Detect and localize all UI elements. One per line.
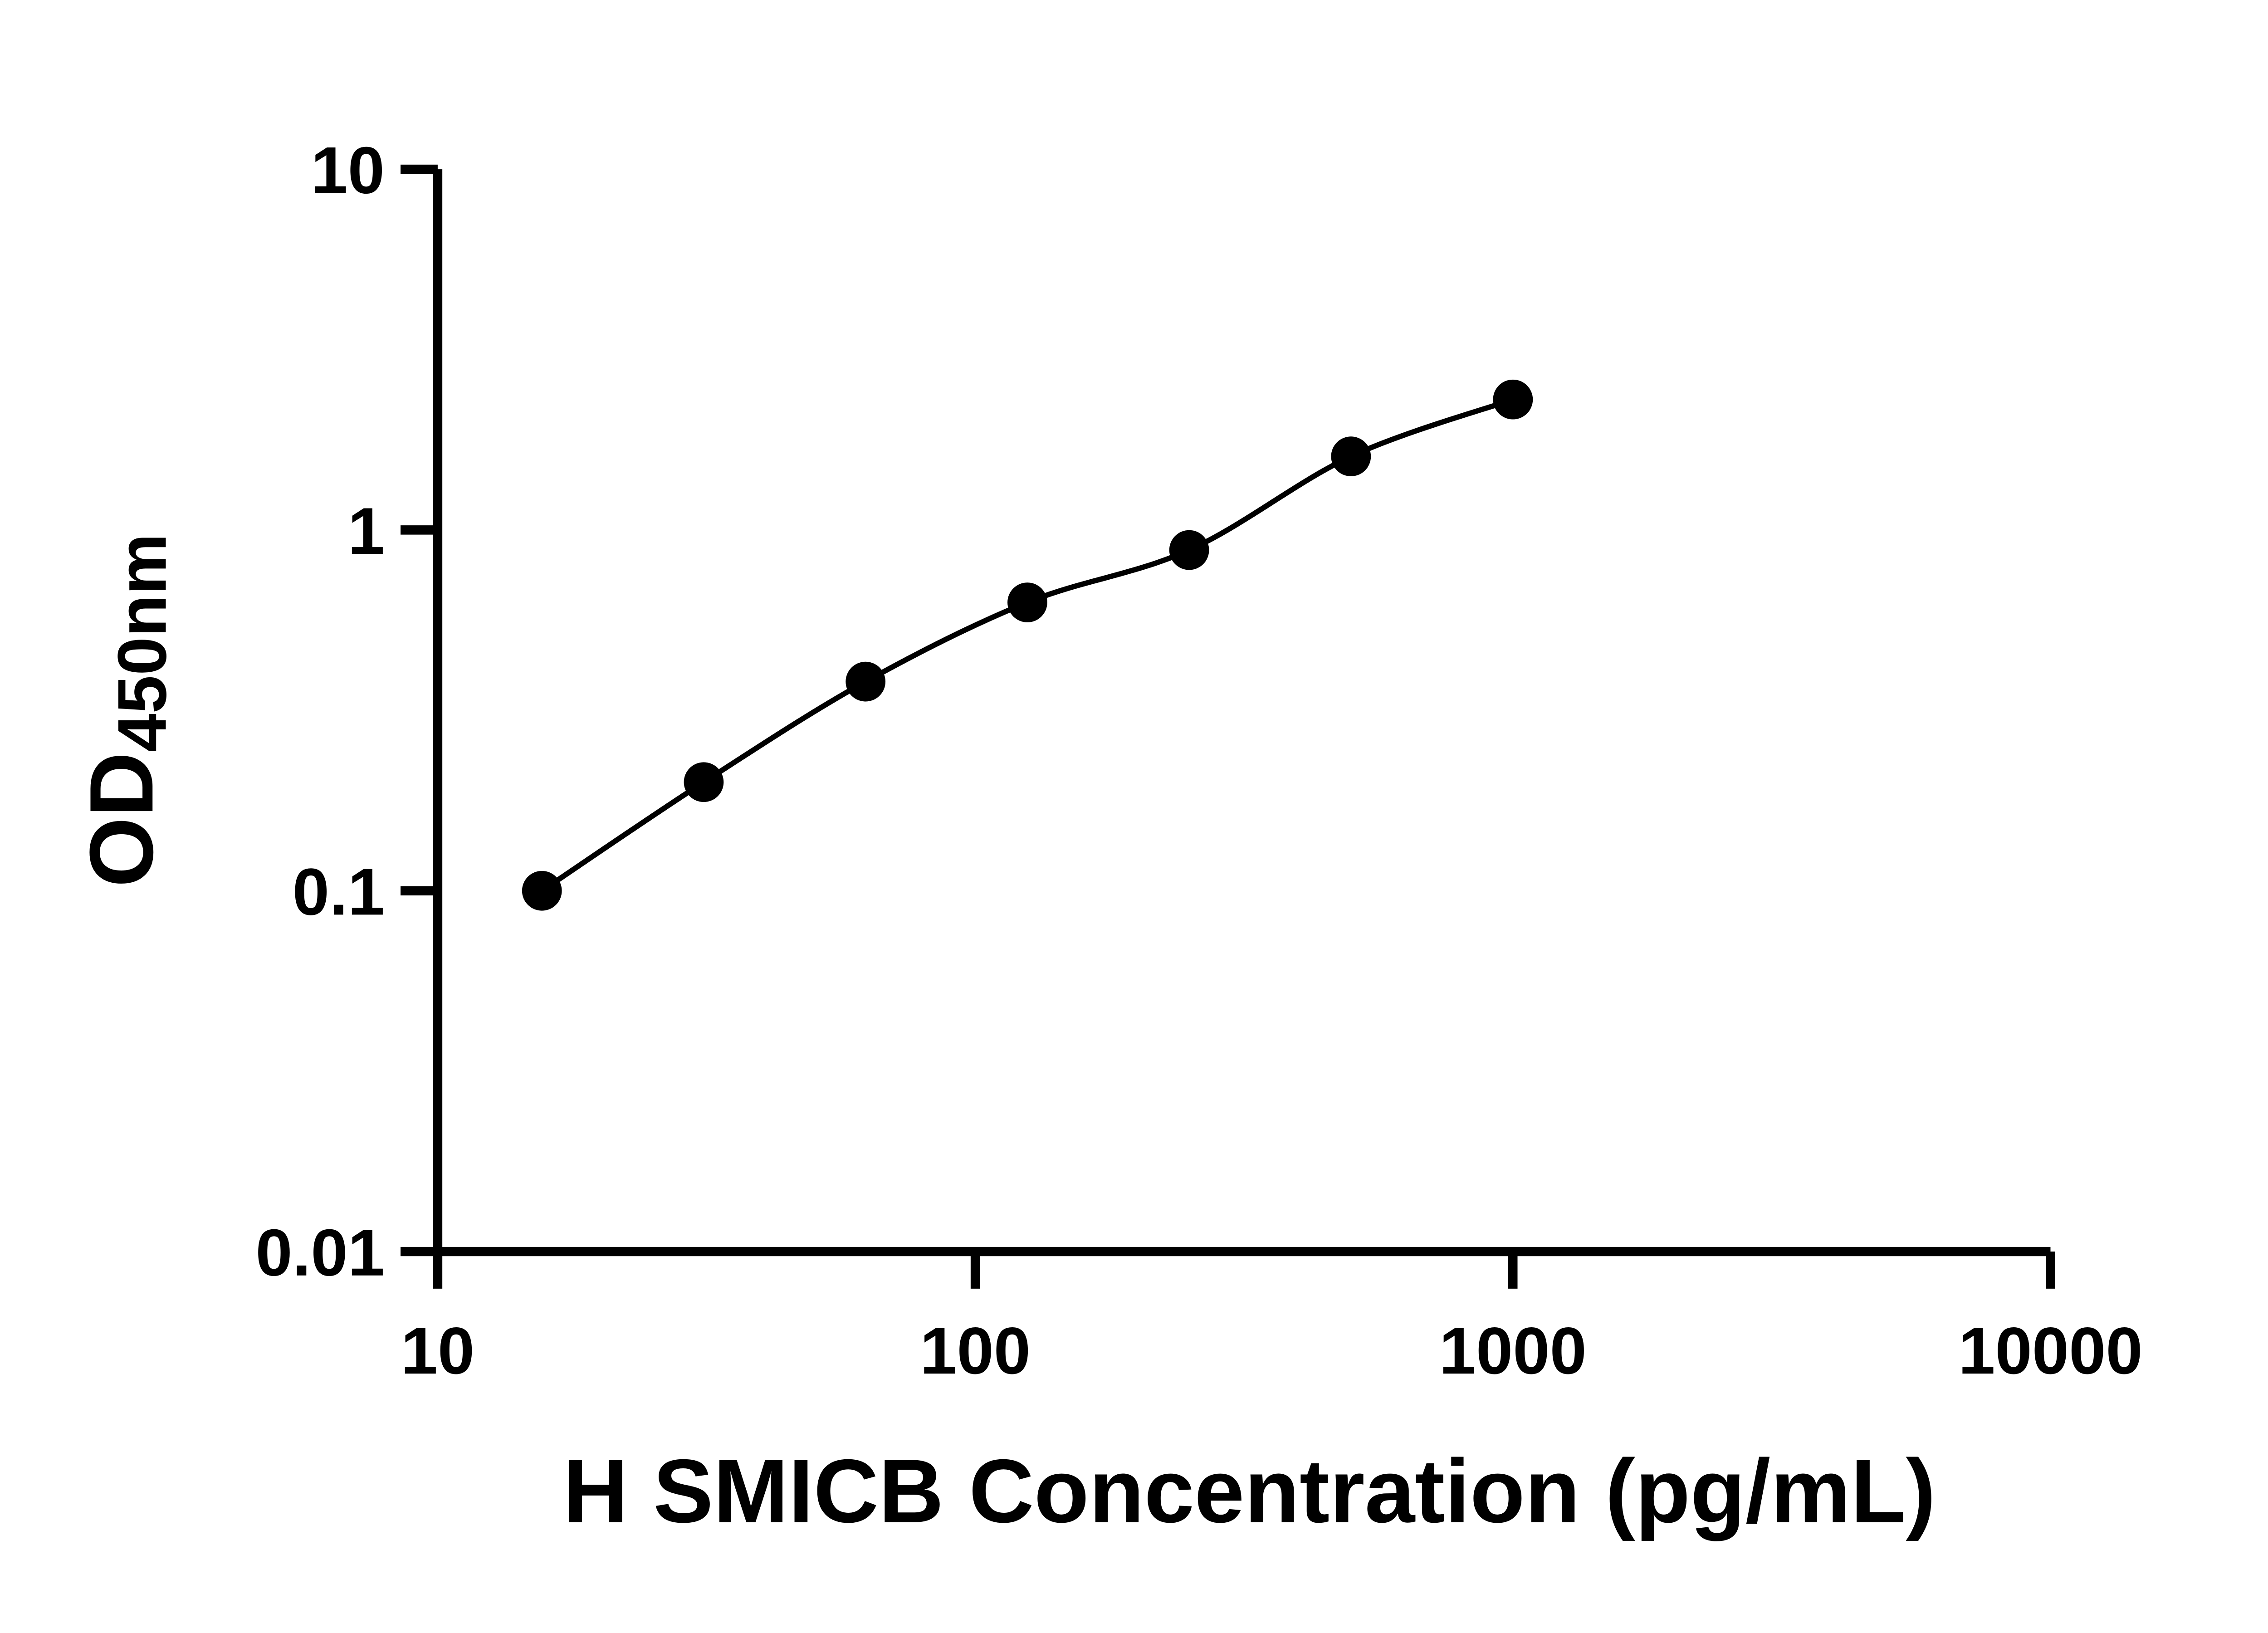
y-axis-title: OD450nm bbox=[71, 533, 181, 887]
y-axis-title-main: OD bbox=[71, 752, 172, 887]
data-point-marker bbox=[1007, 582, 1047, 622]
x-axis-tick-label: 100 bbox=[920, 1314, 1031, 1388]
data-point-marker bbox=[1493, 379, 1533, 420]
svg-text:OD450nm: OD450nm bbox=[71, 533, 181, 887]
data-point-marker bbox=[846, 661, 886, 702]
standard-curve-line bbox=[540, 397, 1514, 893]
y-axis-tick-label: 10 bbox=[311, 133, 385, 207]
y-axis-tick-label: 0.01 bbox=[255, 1216, 385, 1290]
data-point-marker bbox=[1331, 436, 1371, 476]
data-point-marker bbox=[684, 762, 724, 802]
y-axis-title-subscript: 450nm bbox=[103, 533, 181, 752]
data-point-marker bbox=[1169, 530, 1209, 570]
axes-lines bbox=[433, 169, 2051, 1257]
x-axis-tick-label: 10 bbox=[401, 1314, 475, 1388]
data-point-marker bbox=[522, 870, 562, 911]
y-axis-tick-label: 1 bbox=[348, 494, 385, 568]
x-axis-tick-label: 10000 bbox=[1958, 1314, 2143, 1388]
x-axis-tick-label: 1000 bbox=[1439, 1314, 1587, 1388]
x-axis-title: H SMICB Concentration (pg/mL) bbox=[563, 1441, 1936, 1542]
y-axis-tick-label: 0.1 bbox=[293, 855, 385, 929]
